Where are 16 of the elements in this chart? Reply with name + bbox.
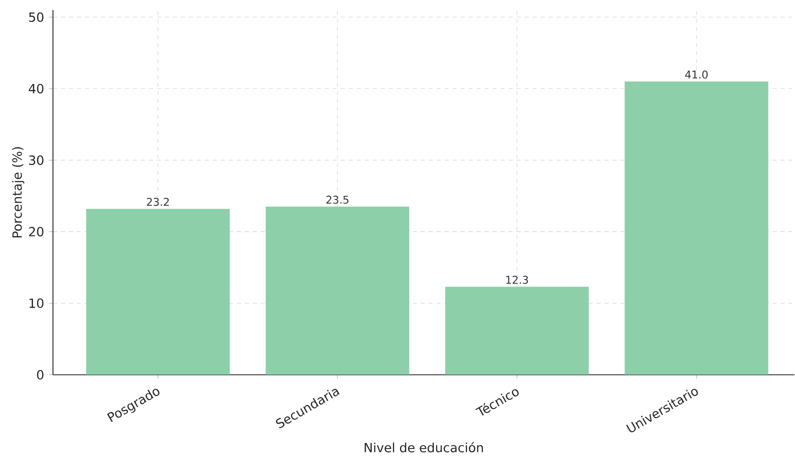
y-tick-label: 30 xyxy=(29,156,44,166)
data-label: 12.3 xyxy=(506,276,528,284)
bar xyxy=(624,82,768,375)
y-tick-label: 50 xyxy=(29,12,44,22)
x-axis-title: Nivel de educación xyxy=(364,442,483,453)
data-label: 23.5 xyxy=(326,196,348,204)
y-tick-label: 10 xyxy=(30,298,44,308)
y-axis-title: Porcentaje (%) xyxy=(12,147,24,238)
bar xyxy=(266,206,410,375)
data-label: 23.2 xyxy=(146,198,169,206)
bar xyxy=(445,286,589,375)
y-tick-label: 20 xyxy=(29,227,44,237)
data-label: 41.0 xyxy=(685,70,708,79)
y-tick-label: 0 xyxy=(37,370,44,380)
y-tick-label: 40 xyxy=(28,84,44,94)
bar xyxy=(86,208,230,375)
